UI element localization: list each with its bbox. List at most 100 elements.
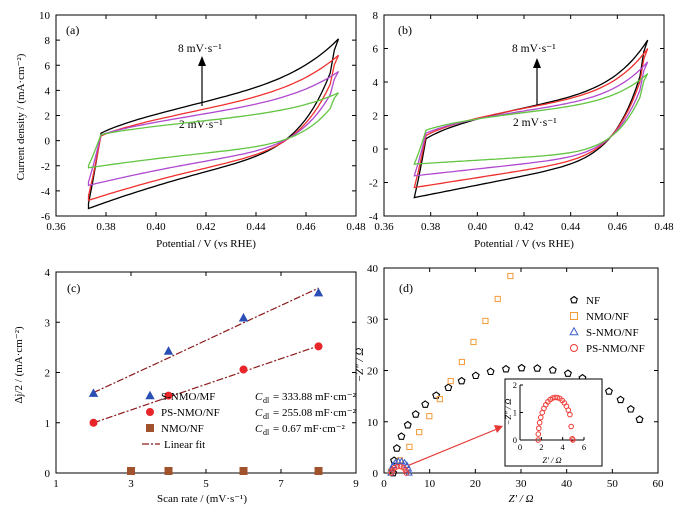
panel-d-legend-marker: [569, 326, 579, 336]
panel-c-cdl-eq: = 255.08 mF·cm⁻²: [273, 407, 357, 419]
panel-b-cv-curve: [413, 73, 649, 165]
panel-d-nf-point: [397, 432, 406, 440]
panel-c-frame: [55, 271, 357, 474]
panel-b-xtick-label: 0.36: [374, 221, 394, 233]
panel-c-data-point: [314, 466, 323, 475]
panel-d-snmo-point: [403, 461, 411, 469]
panel-d-nf-point: [421, 400, 430, 408]
panel-d-nf-point: [604, 387, 613, 395]
panel-d-xtick-label: 60: [653, 478, 665, 490]
panel-c-legend-label: PS-NMO/NF: [161, 407, 220, 419]
panel-d-legend-marker: [570, 344, 578, 352]
panel-b-ytick-label: 6: [373, 44, 379, 56]
panel-b-ytick-label: -2: [369, 178, 378, 190]
panel-d-legend-label: PS-NMO/NF: [586, 343, 645, 355]
panel-c-ytick-label: 4: [45, 267, 51, 279]
panel-a-arrowhead: [198, 56, 206, 66]
panel-d-xlabel: Z′ / Ω: [508, 493, 533, 505]
panel-d-snmo-point: [405, 468, 413, 476]
panel-d-legend-label: NF: [586, 295, 600, 307]
panel-d-legend-marker: [570, 295, 578, 304]
panel-c-data-point: [239, 365, 248, 374]
panel-d-nf-point: [411, 410, 420, 418]
panel-d-inset-frame: [504, 378, 603, 467]
panel-a-ytick-label: 6: [45, 60, 51, 72]
panel-d-xtick-label: 50: [607, 478, 619, 490]
panel-c-data-point: [238, 312, 249, 322]
panel-c-data-point: [89, 418, 98, 427]
panel-a-ytick-label: 0: [45, 136, 51, 148]
panel-c-ytick-label: 3: [45, 317, 51, 329]
panel-b-xtick-label: 0.48: [654, 221, 674, 233]
panel-d-inset-xlabel: Z′ / Ω: [542, 455, 561, 465]
panel-b-ytick-label: 8: [373, 10, 379, 22]
panel-b: (b) 8 mV·s⁻¹ 2 mV·s⁻¹ Potential / V (vs …: [369, 10, 674, 250]
panel-a-ytick-label: 4: [45, 85, 51, 97]
panel-d-psnmo-point: [394, 463, 401, 470]
panel-d-nmo-point: [470, 338, 477, 346]
panel-d-ytick-label: 40: [367, 263, 379, 275]
panel-d-nf-point: [635, 415, 644, 423]
panel-d-psnmo-point: [391, 464, 398, 471]
panel-b-ytick-label: 2: [373, 111, 379, 123]
panel-d-letter: (d): [399, 281, 413, 295]
panel-c-cdl-symbol: C: [255, 407, 263, 419]
panel-c-ylabel: Δj/2 / (mA·cm⁻²): [13, 326, 25, 404]
panel-d-nmo-point: [406, 443, 413, 450]
panel-c-data-point: [314, 342, 323, 351]
panel-b-ytick-label: -4: [369, 211, 379, 223]
panel-d-legend-label: S-NMO/NF: [586, 327, 639, 339]
panel-a-xtick-label: 0.36: [46, 221, 66, 233]
panel-d-inset-point: [568, 423, 574, 430]
panel-b-letter: (b): [398, 23, 412, 37]
panel-a-cv-curve: [87, 38, 340, 210]
panel-d-inset-point: [536, 419, 543, 426]
panel-b-annotation-high: 8 mV·s⁻¹: [512, 43, 556, 55]
panel-d-inset-xtick-label: 0: [518, 442, 522, 452]
panel-c-data-point: [164, 466, 173, 475]
panel-d-nf-point: [457, 376, 466, 385]
panel-a-cv-curve: [87, 70, 340, 187]
panel-c-cdl-symbol: C: [255, 391, 263, 403]
panel-b-cv-curve: [413, 48, 649, 189]
panel-d-nmo-point: [482, 317, 489, 325]
panel-c-cdl-eq: = 333.88 mF·cm⁻²: [273, 391, 357, 403]
panel-d-nf-point: [471, 371, 480, 380]
panel-a-cv-curve: [87, 92, 340, 169]
panel-d-xtick-label: 10: [424, 478, 436, 490]
panel-d-inset-point: [537, 414, 544, 421]
panel-d-nf-point: [548, 366, 557, 374]
panel-c-fit-line: [93, 287, 319, 394]
panel-c-cdl-sub: dl: [263, 412, 270, 421]
panel-d-nmo-point: [494, 295, 501, 303]
panel-d-ylabel: −Z″ / Ω: [354, 348, 366, 383]
panel-a-ytick-label: -2: [41, 161, 50, 173]
panel-c-cdl-sub: dl: [263, 396, 270, 405]
panel-b-xtick-label: 0.38: [421, 221, 441, 233]
panel-a-annotation-high: 8 mV·s⁻¹: [178, 43, 222, 55]
panel-d-psnmo-point: [403, 470, 410, 476]
panel-c-xtick-label: 9: [353, 478, 359, 490]
panel-d-nmo-point: [447, 377, 454, 385]
panel-c-data-point: [163, 346, 174, 355]
panel-c-letter: (c): [67, 281, 80, 295]
panel-c-ytick-label: 0: [45, 468, 51, 480]
panel-c-legend-label: S-NMO/MF: [161, 391, 215, 403]
panel-d-ytick-label: 20: [367, 366, 379, 378]
panel-c-xtick-label: 5: [203, 478, 209, 490]
panel-a-ytick-label: 2: [45, 111, 51, 123]
panel-a-ytick-label: 10: [39, 10, 51, 22]
panel-d-xtick-label: 20: [470, 478, 482, 490]
panel-c-xtick-label: 7: [278, 478, 284, 490]
panel-d-inset-xtick-label: 2: [539, 442, 543, 452]
panel-d-nmo-point: [507, 272, 514, 280]
panel-d-nmo-point: [426, 413, 433, 420]
panel-d-ytick-label: 30: [367, 314, 379, 326]
panel-c-cdl-symbol: C: [255, 423, 263, 435]
panel-d-legend: NF NMO/NF S-NMO/NF PS-NMO/NF: [569, 295, 645, 355]
panel-d-inset-point: [535, 431, 542, 437]
panel-d-xtick-label: 30: [516, 478, 528, 490]
panel-d-nf-point: [563, 369, 572, 377]
panel-b-annotation-low: 2 mV·s⁻¹: [513, 117, 557, 129]
panel-d-nf-point: [432, 391, 441, 399]
